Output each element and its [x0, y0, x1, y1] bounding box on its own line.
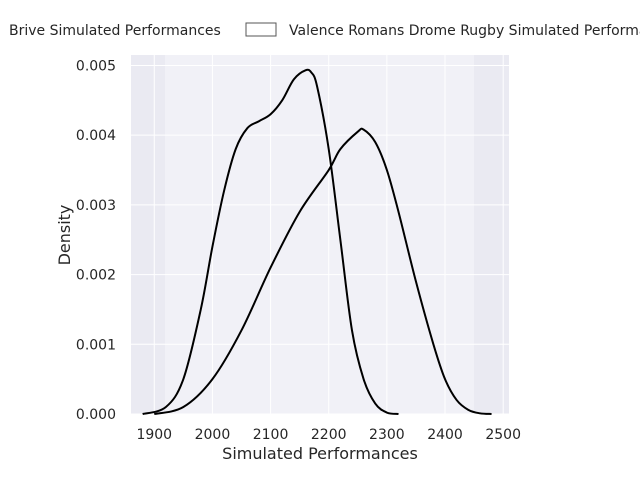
series-layer: [142, 68, 492, 415]
x-axis-ticks: 1900 2000 2100 2200 2300 2400 2500: [136, 427, 521, 443]
series-line-brive: [142, 68, 399, 415]
legend: Brive Simulated Performances Valence Rom…: [9, 22, 640, 39]
series-line-valence: [154, 127, 492, 415]
y-axis-label: Density: [55, 205, 74, 266]
y-tick-label: 0.002: [76, 268, 116, 284]
x-tick-label: 1900: [136, 427, 172, 443]
legend-label-valence: Valence Romans Drome Rugby Simulated Per…: [289, 23, 640, 39]
x-axis-label: Simulated Performances: [222, 444, 418, 463]
y-tick-label: 0.004: [76, 128, 116, 144]
x-tick-label: 2400: [427, 427, 463, 443]
y-tick-label: 0.001: [76, 337, 116, 353]
density-fill-region: [165, 55, 474, 414]
y-tick-label: 0.003: [76, 198, 116, 214]
y-tick-label: 0.000: [76, 407, 116, 423]
x-tick-label: 2000: [195, 427, 231, 443]
y-tick-label: 0.005: [76, 58, 116, 74]
legend-swatch-valence: [245, 22, 277, 37]
y-axis-ticks: 0.000 0.001 0.002 0.003 0.004 0.005: [76, 58, 116, 423]
x-tick-label: 2100: [253, 427, 289, 443]
x-tick-label: 2300: [369, 427, 405, 443]
x-tick-label: 2200: [311, 427, 347, 443]
x-tick-label: 2500: [485, 427, 521, 443]
legend-label-brive: Brive Simulated Performances: [9, 23, 221, 39]
